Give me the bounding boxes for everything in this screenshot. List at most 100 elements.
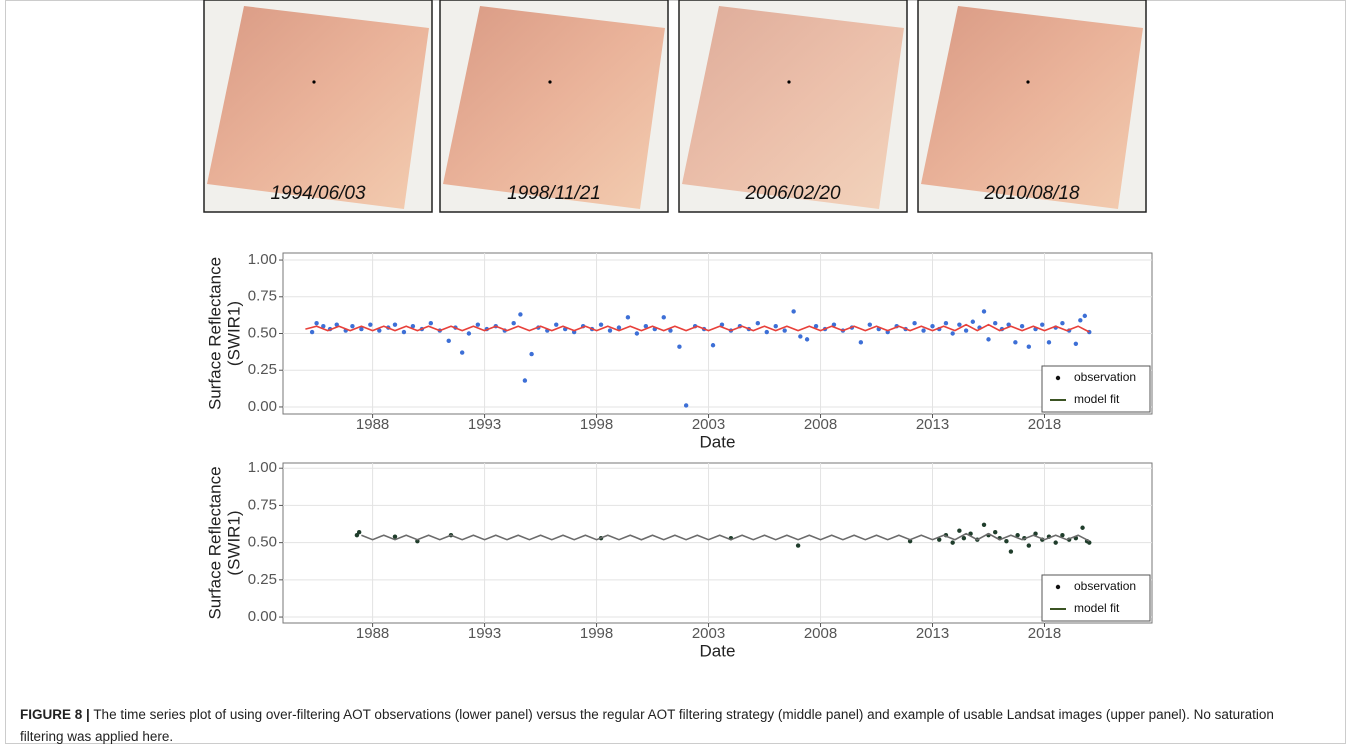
observation-point (970, 319, 976, 324)
observation-point (518, 312, 523, 317)
observation-point (1087, 540, 1092, 545)
observation-point (466, 331, 472, 336)
observation-point (1046, 340, 1052, 345)
legend-box (1041, 574, 1151, 622)
y-axis-label: Surface Reflectance (205, 257, 224, 410)
observation-point (950, 331, 955, 336)
observation-point (401, 329, 407, 335)
observation-point (764, 329, 769, 335)
observation-point (1082, 313, 1088, 319)
observation-point (1078, 318, 1083, 323)
observation-point (459, 350, 465, 355)
x-tick-label: 2013 (916, 416, 949, 433)
y-tick-label: 0.00 (248, 608, 277, 625)
x-tick-label: 1988 (356, 625, 389, 642)
fit-line (305, 323, 1090, 333)
y-axis-label: Surface Reflectance (205, 466, 224, 619)
observation-point (1008, 549, 1014, 554)
x-axis-label: Date (700, 432, 736, 451)
observation-point (377, 328, 382, 333)
observation-point (937, 537, 942, 542)
legend-label: model fit (1074, 601, 1120, 615)
landsat-scene (921, 6, 1143, 209)
y-tick-label: 1.00 (248, 459, 277, 476)
observation-point (993, 321, 998, 326)
fit-line (361, 532, 1090, 542)
legend-label: observation (1074, 370, 1136, 384)
landsat-scene (207, 6, 429, 209)
observation-point (798, 334, 803, 339)
image-date: 2010/08/18 (983, 183, 1080, 204)
observation-point (668, 328, 673, 333)
y-tick-label: 0.50 (248, 324, 277, 341)
image-date: 1994/06/03 (270, 183, 366, 204)
observation-point (957, 528, 962, 533)
observation-point (321, 323, 326, 329)
observation-point (446, 338, 451, 344)
legend-label: observation (1074, 579, 1136, 593)
observation-point (804, 337, 810, 342)
observation-point (867, 322, 872, 327)
figure-frame (5, 0, 1346, 744)
y-tick-label: 1.00 (248, 251, 277, 268)
observation-point (1026, 344, 1032, 349)
observation-point (921, 328, 926, 333)
observation-point (858, 340, 864, 345)
x-tick-label: 2003 (692, 625, 725, 642)
observation-point (993, 530, 998, 535)
caption-text: The time series plot of using over-filte… (20, 707, 1274, 744)
observation-point (314, 321, 319, 326)
observation-point (309, 329, 315, 335)
x-axis-label: Date (700, 641, 736, 660)
x-tick-label: 2018 (1028, 416, 1061, 433)
observation-point (1040, 322, 1045, 327)
observation-point (773, 323, 778, 329)
observation-point (950, 540, 955, 545)
observation-point (475, 322, 481, 327)
observation-point (943, 321, 949, 326)
observation-point (1073, 341, 1079, 346)
observation-point (392, 534, 398, 539)
observation-point (334, 322, 339, 327)
y-axis-label: (SWIR1) (224, 510, 243, 575)
observation-point (677, 344, 682, 349)
observation-point (1019, 323, 1025, 329)
observation-point (1015, 532, 1020, 538)
observation-point (1004, 538, 1009, 544)
observation-point (755, 321, 761, 326)
observation-point (1013, 340, 1018, 345)
landsat-scene (682, 6, 904, 209)
observation-point (961, 535, 967, 541)
observation-point (963, 328, 969, 333)
site-marker (548, 80, 552, 84)
x-tick-label: 2018 (1028, 625, 1061, 642)
figure: 1994/06/03 1998/11/21 2006/02/20 2010/08/18… (203, 0, 1153, 660)
landsat-scene (443, 6, 665, 209)
observation-point (1026, 543, 1032, 548)
observation-point (1053, 540, 1058, 545)
y-tick-label: 0.50 (248, 534, 277, 551)
observation-point (661, 315, 666, 320)
x-tick-label: 1993 (468, 625, 501, 642)
observation-point (930, 323, 935, 329)
y-tick-label: 0.75 (248, 288, 277, 305)
observation-point (710, 343, 716, 348)
observation-point (634, 331, 640, 336)
observation-point (356, 530, 362, 535)
observation-point (981, 522, 987, 527)
observation-point (410, 323, 416, 329)
y-tick-label: 0.25 (248, 571, 277, 588)
observation-point (791, 309, 796, 314)
observation-point (529, 351, 534, 357)
x-tick-label: 2008 (804, 416, 837, 433)
y-tick-label: 0.25 (248, 361, 277, 378)
observation-point (359, 326, 364, 332)
legend-box (1041, 365, 1151, 413)
x-tick-label: 1988 (356, 416, 389, 433)
observation-point (522, 378, 528, 383)
observation-point (795, 543, 801, 548)
observation-point (511, 321, 516, 326)
observation-point (719, 322, 725, 327)
observation-point (625, 315, 631, 320)
